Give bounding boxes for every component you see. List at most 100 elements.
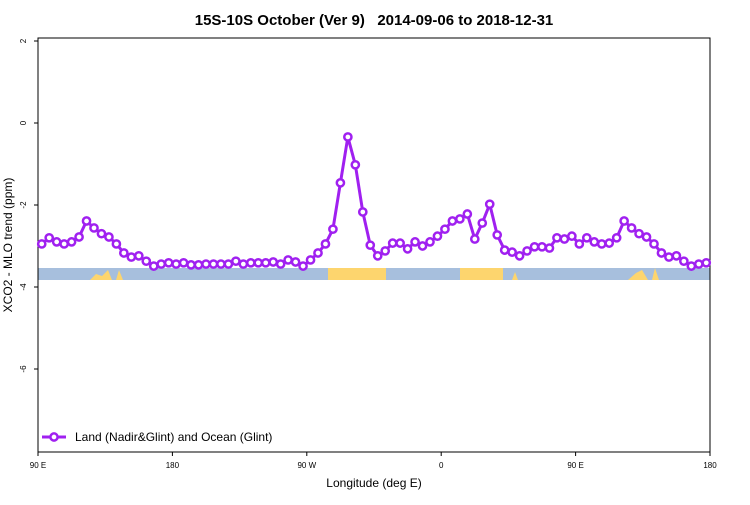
data-point: [410, 237, 420, 247]
data-point: [492, 230, 503, 240]
data-point: [447, 216, 458, 226]
x-tick-label: 0: [439, 461, 444, 470]
data-point: [245, 257, 256, 268]
data-point: [567, 231, 577, 242]
land-band: [328, 268, 386, 280]
x-tick-label: 90 W: [297, 461, 316, 470]
data-point: [268, 257, 279, 267]
data-point: [455, 214, 465, 224]
data-point: [275, 259, 286, 269]
legend-marker: [49, 432, 59, 442]
land-band: [90, 270, 112, 280]
data-point: [260, 257, 271, 268]
data-point: [425, 237, 435, 247]
data-point: [634, 228, 644, 239]
land-band: [652, 268, 659, 280]
data-point: [36, 239, 47, 249]
data-point: [208, 259, 219, 269]
data-point: [589, 237, 600, 247]
data-point: [522, 246, 532, 256]
data-point: [313, 248, 323, 258]
data-point: [484, 199, 495, 210]
data-point: [81, 216, 92, 226]
data-point: [171, 259, 181, 269]
y-axis-label: XCO2 - MLO trend (ppm): [1, 178, 15, 313]
data-point: [141, 256, 152, 267]
data-point: [656, 248, 667, 258]
land-band: [512, 272, 518, 280]
data-point: [387, 238, 398, 248]
data-point: [529, 241, 540, 252]
data-point: [343, 132, 353, 142]
data-point: [328, 224, 338, 235]
data-point: [671, 250, 682, 261]
data-point: [320, 239, 331, 249]
data-point: [596, 239, 607, 249]
data-point: [372, 250, 383, 261]
y-tick-label: 0: [19, 120, 28, 125]
data-point: [701, 257, 712, 268]
data-point: [402, 244, 413, 254]
data-point: [201, 259, 211, 269]
data-point: [66, 237, 77, 247]
data-point: [223, 259, 234, 269]
data-point: [686, 261, 697, 271]
data-point: [290, 257, 301, 267]
x-tick-label: 90 E: [567, 461, 583, 470]
data-point: [89, 223, 99, 233]
data-point: [350, 159, 361, 170]
land-ocean-band: [38, 268, 710, 280]
data-point: [59, 239, 69, 249]
data-point: [365, 240, 376, 251]
data-point: [119, 248, 129, 258]
data-point: [544, 243, 555, 253]
data-point: [104, 232, 114, 242]
data-point: [552, 232, 562, 243]
data-point: [335, 178, 346, 188]
data-point: [380, 246, 391, 256]
data-point: [74, 232, 84, 242]
data-point: [163, 257, 174, 268]
legend-label: Land (Nadir&Glint) and Ocean (Glint): [75, 430, 272, 444]
x-tick-label: 180: [166, 461, 180, 470]
data-point: [559, 234, 570, 244]
land-band: [460, 268, 503, 280]
x-tick-label: 180: [703, 461, 717, 470]
land-band: [116, 270, 123, 280]
x-tick-label: 90 E: [30, 461, 46, 470]
data-point: [148, 261, 159, 271]
y-tick-label: 2: [19, 38, 28, 43]
data-point: [507, 247, 517, 257]
data-point: [693, 259, 704, 269]
x-axis-label: Longitude (deg E): [326, 476, 421, 490]
data-point: [395, 238, 405, 248]
data-point: [432, 231, 443, 242]
data-point: [574, 239, 585, 249]
data-point: [649, 239, 659, 249]
data-point: [499, 245, 510, 255]
data-point: [96, 228, 107, 239]
data-point: [283, 255, 293, 265]
data-point: [477, 218, 488, 228]
land-band: [628, 270, 648, 280]
data-point: [679, 256, 689, 267]
y-tick-label: -6: [19, 365, 28, 373]
data-point: [305, 255, 316, 265]
data-point: [186, 260, 196, 270]
data-point: [469, 234, 480, 244]
data-point: [611, 232, 622, 243]
data-point: [619, 216, 629, 226]
data-point: [238, 259, 249, 269]
data-point: [462, 209, 473, 219]
data-point: [417, 241, 428, 251]
data-point: [298, 261, 308, 271]
data-point: [253, 257, 264, 268]
data-point: [216, 259, 226, 269]
y-tick-label: -2: [19, 201, 28, 209]
data-point: [641, 232, 652, 242]
data-point: [357, 207, 368, 217]
data-point: [133, 250, 144, 261]
data-point: [156, 259, 167, 269]
data-point: [193, 260, 204, 270]
